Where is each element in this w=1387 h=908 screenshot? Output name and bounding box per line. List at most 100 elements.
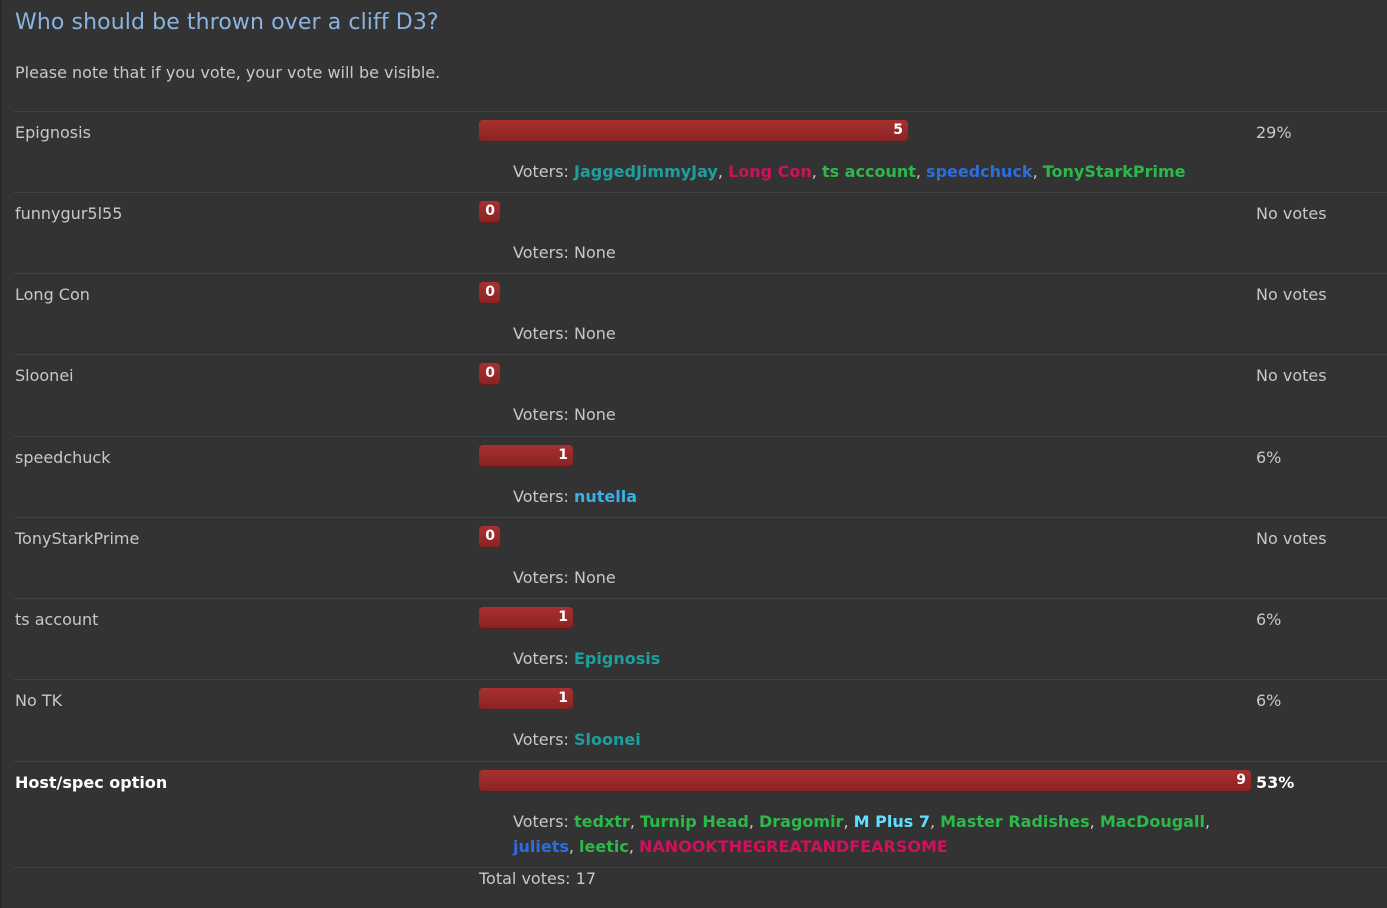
poll-option-row: Epignosis 5 29% Voters: JaggedJimmyJay, Lon… [14,111,1387,192]
poll-option-label: ts account [15,610,99,629]
poll-title: Who should be thrown over a cliff D3? [15,10,439,35]
poll-vote-count: 0 [485,284,495,300]
voter-link[interactable]: MacDougall [1099,812,1205,831]
poll-vote-bar: 0 [479,363,500,385]
poll-option-label: TonyStarkPrime [15,529,140,548]
voter-link[interactable]: juliets [513,837,569,856]
poll-option-percent: 6% [1256,448,1282,467]
poll-vote-bar: 9 [479,770,1251,792]
voter-link[interactable]: leetic [579,837,629,856]
poll-vote-count: 5 [893,122,903,138]
voters-label: Voters: [513,730,574,749]
voters-label: Voters: [513,812,574,831]
poll-voters-line: Voters: None [513,240,1273,265]
voters-none: None [574,568,616,587]
voters-label: Voters: [513,405,574,424]
poll-vote-bar: 5 [479,120,908,142]
voter-separator: , [1032,162,1043,181]
poll-option-label: No TK [15,691,63,710]
poll-vote-count: 1 [558,690,568,706]
total-votes: Total votes: 17 [479,869,596,888]
poll-option-percent: 53% [1256,773,1295,792]
poll-option-row: TonyStarkPrime 0 No votes Voters: None [14,517,1387,598]
poll-option-row: speedchuck 1 6% Voters: nutella [14,436,1387,517]
voter-separator: , [1089,812,1100,831]
voter-link[interactable]: Sloonei [574,730,641,749]
voter-separator: , [915,162,927,181]
poll-option-percent: No votes [1256,366,1327,385]
poll-vote-bar: 0 [479,201,500,223]
poll-voters-line: Voters: nutella [513,484,1273,509]
voter-link[interactable]: tedxtr [574,812,630,831]
voter-separator: , [929,812,941,831]
poll-option-row: No TK 1 6% Voters: Sloonei [14,679,1387,761]
voter-separator: , [1204,812,1211,831]
page-left-border [0,0,2,908]
voters-none: None [574,243,616,262]
poll-vote-count: 9 [1236,772,1246,788]
poll-option-percent: No votes [1256,204,1327,223]
voter-link[interactable]: NANOOKTHEGREATANDFEARSOME [639,837,948,856]
voter-link[interactable]: M Plus 7 [853,812,930,831]
poll-option-percent: 6% [1256,610,1282,629]
poll-option-label: Sloonei [15,366,74,385]
poll-option-row: funnygur5l55 0 No votes Voters: None [14,192,1387,273]
poll-voters-line: Voters: Sloonei [513,727,1273,752]
voters-label: Voters: [513,487,574,506]
poll-option-percent: 6% [1256,691,1282,710]
voter-link[interactable]: Turnip Head [639,812,749,831]
voter-link[interactable]: JaggedJimmyJay [574,162,718,181]
poll-vote-bar: 1 [479,445,573,467]
voter-link[interactable]: Epignosis [574,649,661,668]
poll-voters-line: Voters: None [513,402,1273,427]
poll-voters-line: Voters: Epignosis [513,646,1273,671]
poll-option-label: Long Con [15,285,90,304]
poll-voters-line: Voters: tedxtr, Turnip Head, Dragomir, M… [513,809,1273,859]
voter-separator: , [717,162,729,181]
voter-separator: , [628,837,640,856]
voters-label: Voters: [513,162,574,181]
voter-link[interactable]: Long Con [728,162,812,181]
voters-label: Voters: [513,324,574,343]
poll-option-row: Sloonei 0 No votes Voters: None [14,354,1387,436]
poll-vote-bar: 1 [479,607,573,629]
voter-separator: , [568,837,580,856]
voters-label: Voters: [513,568,574,587]
voter-separator: , [629,812,640,831]
poll-vote-bar: 1 [479,688,573,710]
voter-link[interactable]: nutella [574,487,638,506]
poll-option-percent: 29% [1256,123,1292,142]
voter-link[interactable]: speedchuck [926,162,1033,181]
voter-link[interactable]: ts account [821,162,916,181]
voter-separator: , [748,812,759,831]
voter-separator: , [811,162,822,181]
poll-option-label: Epignosis [15,123,91,142]
poll-vote-bar: 0 [479,526,500,548]
voter-link[interactable]: Dragomir [758,812,844,831]
voter-link[interactable]: Master Radishes [940,812,1090,831]
poll-option-label: funnygur5l55 [15,204,123,223]
poll-option-row: Long Con 0 No votes Voters: None [14,273,1387,354]
poll-option-label: speedchuck [15,448,111,467]
poll-vote-count: 0 [485,365,495,381]
poll-list-divider [14,867,1387,868]
poll-option-percent: No votes [1256,529,1327,548]
poll-option-percent: No votes [1256,285,1327,304]
voters-none: None [574,405,616,424]
poll-vote-count: 0 [485,528,495,544]
voters-label: Voters: [513,243,574,262]
poll-results-list: Epignosis 5 29% Voters: JaggedJimmyJay, Lon… [14,111,1387,868]
poll-voters-line: Voters: None [513,321,1273,346]
poll-voters-line: Voters: None [513,565,1273,590]
poll-option-row: Host/spec option 9 53% Voters: tedxtr, Turn… [14,761,1387,867]
poll-vote-count: 1 [558,447,568,463]
voters-label: Voters: [513,649,574,668]
poll-option-label: Host/spec option [15,773,168,792]
poll-vote-bar: 0 [479,282,500,304]
poll-vote-count: 1 [558,609,568,625]
poll-option-row: ts account 1 6% Voters: Epignosis [14,598,1387,679]
voter-link[interactable]: TonyStarkPrime [1042,162,1186,181]
poll-voters-line: Voters: JaggedJimmyJay, Long Con, ts acc… [513,159,1273,184]
voter-separator: , [843,812,854,831]
voters-none: None [574,324,616,343]
